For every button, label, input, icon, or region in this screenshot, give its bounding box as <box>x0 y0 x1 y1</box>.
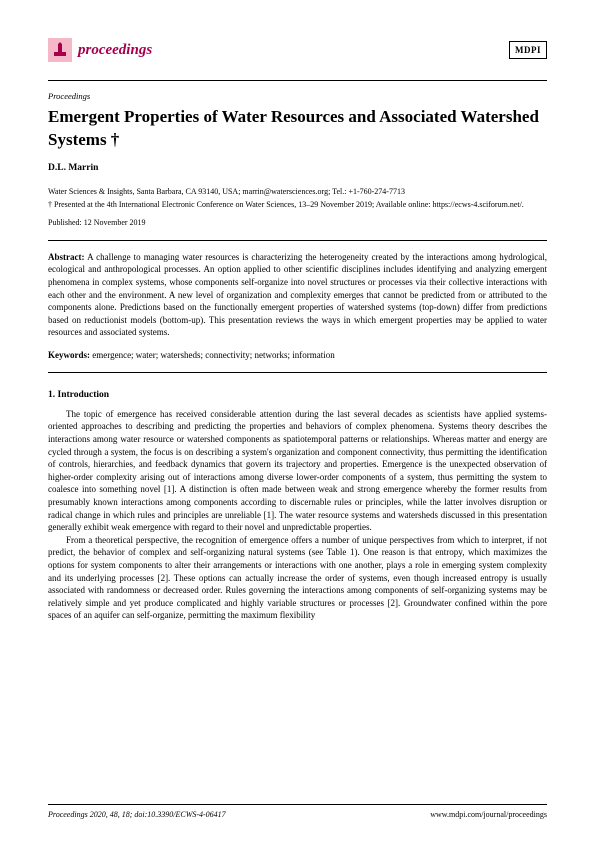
keywords-label: Keywords: <box>48 350 90 360</box>
abstract-label: Abstract: <box>48 252 85 262</box>
keywords: Keywords: emergence; water; watersheds; … <box>48 349 547 362</box>
published-date: Published: 12 November 2019 <box>48 217 547 228</box>
divider <box>48 80 547 81</box>
journal-name: proceedings <box>78 40 152 61</box>
article-type: Proceedings <box>48 91 547 103</box>
divider <box>48 372 547 373</box>
divider <box>48 240 547 241</box>
conference-note: † Presented at the 4th International Ele… <box>48 200 547 211</box>
journal-brand: proceedings <box>48 38 152 62</box>
publisher-logo: MDPI <box>509 41 547 60</box>
footer-citation: Proceedings 2020, 48, 18; doi:10.3390/EC… <box>48 809 226 820</box>
page-footer: Proceedings 2020, 48, 18; doi:10.3390/EC… <box>48 804 547 820</box>
keywords-text: emergence; water; watersheds; connectivi… <box>92 350 335 360</box>
page-header: proceedings MDPI <box>48 38 547 62</box>
footer-url: www.mdpi.com/journal/proceedings <box>430 809 547 820</box>
journal-icon <box>48 38 72 62</box>
intro-paragraph-1: The topic of emergence has received cons… <box>48 408 547 534</box>
intro-paragraph-2: From a theoretical perspective, the reco… <box>48 534 547 622</box>
article-title: Emergent Properties of Water Resources a… <box>48 106 547 152</box>
section-heading-intro: 1. Introduction <box>48 389 547 402</box>
affiliation: Water Sciences & Insights, Santa Barbara… <box>48 187 547 198</box>
abstract-text: A challenge to managing water resources … <box>48 252 547 338</box>
authors: D.L. Marrin <box>48 162 547 175</box>
abstract: Abstract: A challenge to managing water … <box>48 251 547 339</box>
